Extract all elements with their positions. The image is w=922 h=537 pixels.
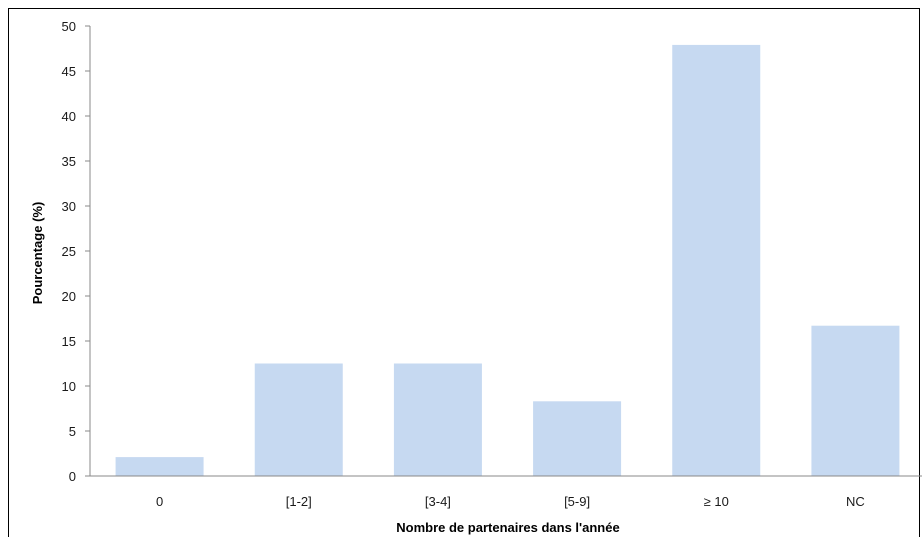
x-axis: 0 [1-2] [3-4] [5-9] ≥ 10 NC <box>90 475 922 509</box>
bar <box>254 363 343 476</box>
y-tick-label: 30 <box>62 199 76 214</box>
y-axis: 0 5 10 15 20 25 30 35 40 45 50 <box>62 19 91 484</box>
x-tick-label: ≥ 10 <box>704 494 729 509</box>
bars <box>115 44 900 477</box>
bar <box>811 325 900 476</box>
y-tick-label: 20 <box>62 289 76 304</box>
y-tick-label: 40 <box>62 109 76 124</box>
y-tick-label: 15 <box>62 334 76 349</box>
y-tick-label: 25 <box>62 244 76 259</box>
y-tick-label: 10 <box>62 379 76 394</box>
x-axis-title: Nombre de partenaires dans l'année <box>396 520 619 535</box>
y-tick-label: 5 <box>69 424 76 439</box>
y-tick-label: 0 <box>69 469 76 484</box>
y-axis-title: Pourcentage (%) <box>30 202 45 305</box>
x-tick-label: [1-2] <box>286 494 312 509</box>
x-tick-label: [5-9] <box>564 494 590 509</box>
y-tick-label: 50 <box>62 19 76 34</box>
y-tick-label: 35 <box>62 154 76 169</box>
y-tick-label: 45 <box>62 64 76 79</box>
bar <box>672 44 761 477</box>
bar <box>115 457 204 476</box>
x-tick-label: 0 <box>156 494 163 509</box>
bar <box>393 363 482 476</box>
bar <box>533 401 622 476</box>
x-tick-label: NC <box>846 494 865 509</box>
x-tick-label: [3-4] <box>425 494 451 509</box>
